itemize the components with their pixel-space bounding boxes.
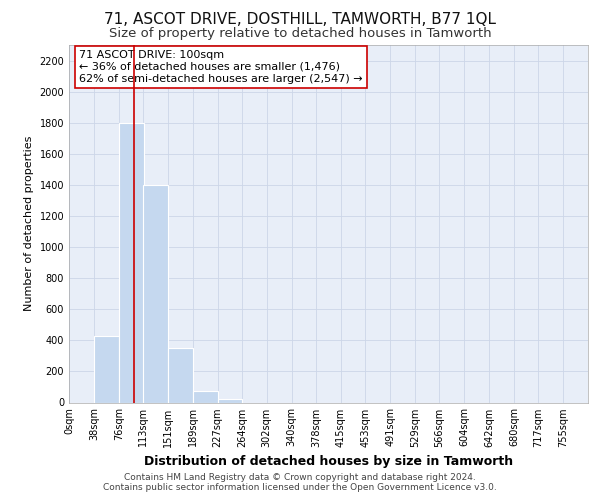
X-axis label: Distribution of detached houses by size in Tamworth: Distribution of detached houses by size … <box>144 455 513 468</box>
Text: Size of property relative to detached houses in Tamworth: Size of property relative to detached ho… <box>109 28 491 40</box>
Bar <box>119 122 143 402</box>
Text: 71 ASCOT DRIVE: 100sqm
← 36% of detached houses are smaller (1,476)
62% of semi-: 71 ASCOT DRIVE: 100sqm ← 36% of detached… <box>79 50 363 84</box>
Text: 71, ASCOT DRIVE, DOSTHILL, TAMWORTH, B77 1QL: 71, ASCOT DRIVE, DOSTHILL, TAMWORTH, B77… <box>104 12 496 28</box>
Bar <box>94 336 119 402</box>
Bar <box>218 398 242 402</box>
Bar <box>193 391 218 402</box>
Text: Contains HM Land Registry data © Crown copyright and database right 2024.
Contai: Contains HM Land Registry data © Crown c… <box>103 473 497 492</box>
Bar <box>143 185 168 402</box>
Y-axis label: Number of detached properties: Number of detached properties <box>24 136 34 312</box>
Bar <box>168 348 193 403</box>
